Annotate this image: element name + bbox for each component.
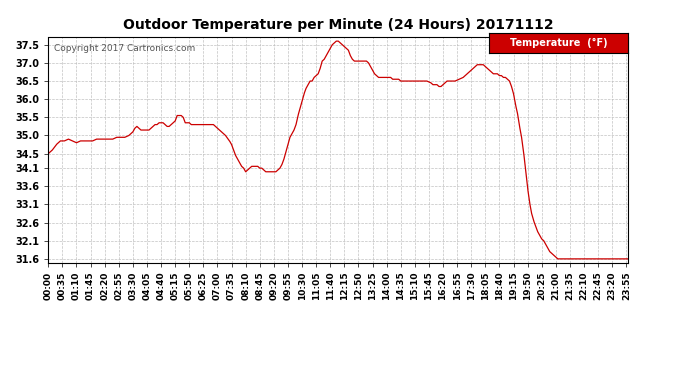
Text: Copyright 2017 Cartronics.com: Copyright 2017 Cartronics.com <box>54 44 195 53</box>
Title: Outdoor Temperature per Minute (24 Hours) 20171112: Outdoor Temperature per Minute (24 Hours… <box>123 18 553 32</box>
